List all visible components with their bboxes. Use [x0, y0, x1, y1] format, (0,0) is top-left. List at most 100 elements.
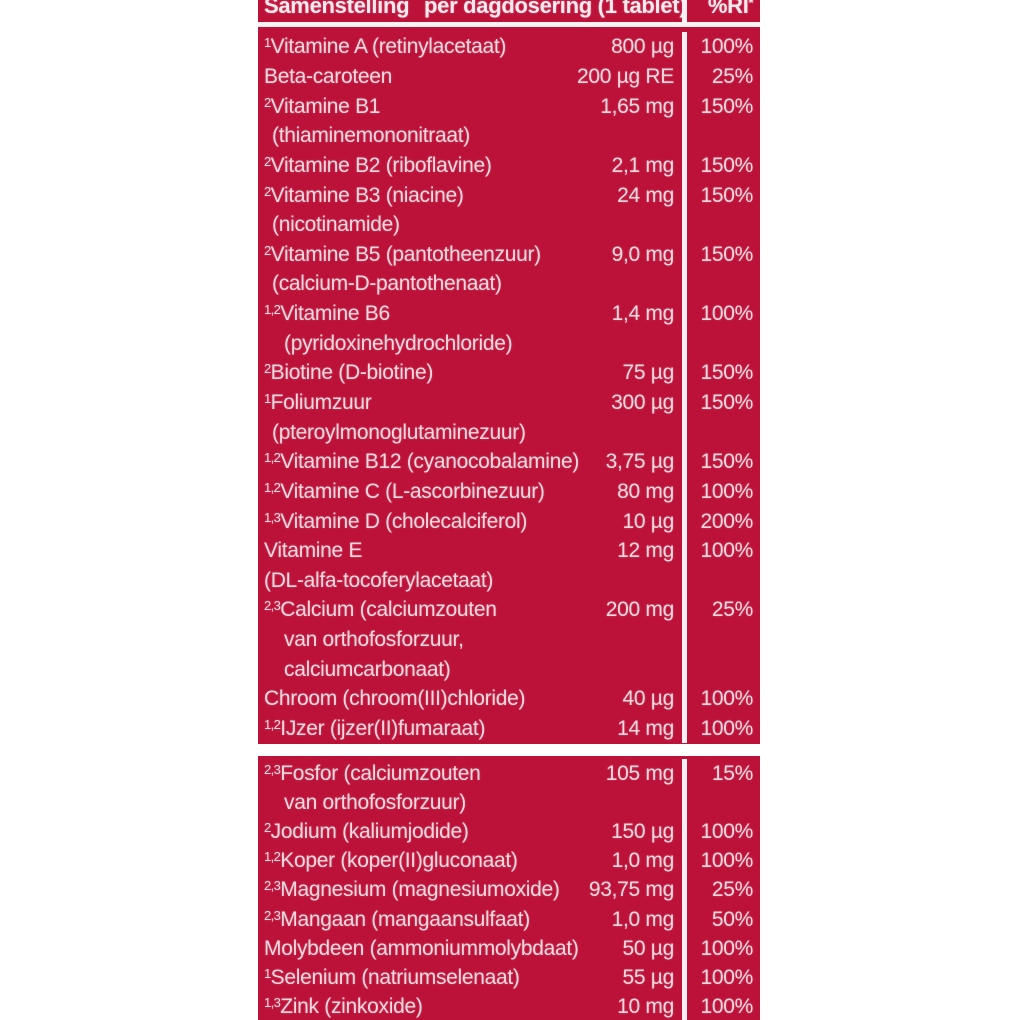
- nutrient-name: (nicotinamide): [272, 213, 400, 237]
- nutrient-ri: 150%: [682, 150, 760, 181]
- nutrient-dose: 800 µg: [611, 35, 674, 59]
- nutrient-name: (DL-alfa-tocoferylacetaat): [264, 568, 494, 592]
- nutrient-row: 2,3Magnesium (magnesiumoxide) 93,75 mg 2…: [258, 875, 760, 905]
- footnote-superscript: 2: [264, 242, 271, 258]
- nutrient-name: 1Selenium (natriumselenaat): [264, 965, 520, 989]
- nutrient-name: 2Jodium (kaliumjodide): [264, 820, 469, 844]
- nutrient-ri: [682, 328, 760, 359]
- nutrient-ri: 25%: [682, 595, 760, 625]
- nutrient-row: (pyridoxinehydrochloride): [258, 328, 760, 359]
- nutrient-name: 1Foliumzuur: [264, 391, 372, 414]
- nutrient-name: 2,3Mangaan (mangaansulfaat): [264, 907, 530, 931]
- nutrient-ri: 150%: [682, 239, 760, 270]
- nutrient-row: 1Vitamine A (retinylacetaat) 800 µg 100%: [258, 32, 760, 62]
- footnote-superscript: 1,2: [264, 717, 281, 733]
- nutrient-dose: 9,0 mg: [611, 242, 675, 266]
- nutrient-dose: 14 mg: [617, 717, 674, 741]
- nutrient-ri: 15%: [682, 759, 760, 789]
- ri-footnote-mark: *: [748, 0, 754, 10]
- nutrient-row: 2Vitamine B2 (riboflavine) 2,1 mg 150%: [258, 150, 760, 181]
- nutrient-name: Beta-caroteen: [264, 64, 393, 88]
- footnote-superscript: 2: [264, 94, 271, 110]
- nutrient-name: 2,3Magnesium (magnesiumoxide): [264, 878, 560, 902]
- nutrient-ri: 25%: [682, 875, 760, 905]
- nutrient-row: 1Foliumzuur 300 µg 150%: [258, 387, 760, 418]
- nutrient-dose: 1,0 mg: [611, 849, 675, 873]
- minerals-rows: 2,3Fosfor (calciumzouten 105 mg 15% van …: [258, 756, 760, 1020]
- column-header-ri: %RI*: [682, 0, 760, 22]
- footnote-superscript: 2,3: [264, 598, 281, 614]
- nutrient-row: 1,2Vitamine B12 (cyanocobalamine) 3,75 µ…: [258, 446, 760, 477]
- nutrient-ri: [682, 209, 760, 240]
- footnote-superscript: 1: [264, 391, 271, 406]
- nutrient-row: Beta-caroteen 200 µg RE 25%: [258, 61, 760, 92]
- nutrient-ri: 150%: [682, 91, 760, 121]
- nutrient-name: 2Biotine (D-biotine): [264, 361, 434, 385]
- nutrient-ri: [682, 565, 760, 596]
- nutrient-row: 1,2Vitamine C (L-ascorbinezuur) 80 mg 10…: [258, 476, 760, 507]
- nutrient-dose: 150 µg: [611, 820, 674, 844]
- nutrient-row: (nicotinamide): [258, 209, 760, 240]
- nutrient-dose: 1,65 mg: [600, 94, 674, 118]
- nutrient-name: Molybdeen (ammoniummolybdaat): [264, 936, 579, 960]
- nutrient-dose: 24 mg: [617, 183, 674, 207]
- column-header-samenstelling: Samenstelling: [264, 0, 410, 18]
- footnote-superscript: 1,3: [264, 994, 281, 1010]
- nutrient-name: 1Vitamine A (retinylacetaat): [264, 35, 507, 59]
- nutrient-row: calciumcarbonaat): [258, 654, 760, 685]
- nutrient-dose: 50 µg: [622, 936, 675, 960]
- nutrient-name: 2,3Calcium (calciumzouten: [264, 598, 497, 622]
- nutrient-ri: [682, 120, 760, 151]
- nutrient-name: 2,3Fosfor (calciumzouten: [264, 762, 481, 786]
- nutrient-row: 2,3Fosfor (calciumzouten 105 mg 15%: [258, 759, 760, 789]
- nutrient-ri: 100%: [682, 846, 760, 876]
- nutrient-ri: 100%: [682, 962, 760, 992]
- table-header: Samenstelling per dagdosering (1 tablet)…: [258, 0, 760, 22]
- nutrient-name: Chroom (chroom(III)chloride): [264, 687, 526, 711]
- nutrient-ri: 100%: [682, 713, 760, 744]
- footnote-superscript: 2,3: [264, 762, 281, 778]
- nutrient-ri: 100%: [682, 32, 760, 62]
- footnote-superscript: 2: [264, 183, 271, 199]
- nutrient-name: (calcium-D-pantothenaat): [272, 272, 502, 296]
- minerals-panel: 2,3Fosfor (calciumzouten 105 mg 15% van …: [258, 756, 760, 1020]
- nutrient-row: Chroom (chroom(III)chloride) 40 µg 100%: [258, 684, 760, 714]
- footnote-superscript: 1: [264, 35, 271, 51]
- footnote-superscript: 2: [264, 820, 271, 836]
- nutrient-row: 1,2Vitamine B6 1,4 mg 100%: [258, 298, 760, 329]
- nutrient-dose: 2,1 mg: [611, 153, 675, 177]
- nutrient-row: (thiaminemononitraat): [258, 120, 760, 151]
- nutrient-row: Vitamine E 12 mg 100%: [258, 535, 760, 566]
- nutrient-name: 1,2Koper (koper(II)gluconaat): [264, 849, 518, 873]
- nutrient-row: (calcium-D-pantothenaat): [258, 269, 760, 299]
- nutrient-name: van orthofosforzuur,: [284, 628, 464, 652]
- nutrient-name: (thiaminemononitraat): [272, 124, 470, 148]
- nutrient-row: 2Vitamine B1 1,65 mg 150%: [258, 91, 760, 121]
- nutrient-name: calciumcarbonaat): [284, 657, 451, 681]
- footnote-superscript: 2: [264, 153, 271, 169]
- nutrient-row: van orthofosforzuur,: [258, 624, 760, 655]
- footnote-superscript: 1,3: [264, 509, 281, 525]
- nutrient-ri: [682, 417, 760, 447]
- nutrient-ri: 100%: [682, 817, 760, 847]
- footnote-superscript: 1,2: [264, 849, 281, 865]
- nutrient-ri: 150%: [682, 446, 760, 477]
- nutrient-ri: 150%: [682, 387, 760, 418]
- footnote-superscript: 1,2: [264, 479, 281, 495]
- nutrient-name: 1,3Zink (zinkoxide): [264, 994, 423, 1018]
- nutrient-dose: 75 µg: [622, 361, 675, 385]
- nutrient-name: 1,2Vitamine B6: [264, 302, 390, 326]
- nutrient-row: 2Vitamine B5 (pantotheenzuur) 9,0 mg 150…: [258, 239, 760, 270]
- nutrient-row: (pteroylmonoglutaminezuur): [258, 417, 760, 447]
- nutrient-name: 1,2IJzer (ijzer(II)fumaraat): [264, 717, 486, 741]
- footnote-superscript: 1,2: [264, 450, 281, 466]
- nutrient-name: 2Vitamine B3 (niacine): [264, 183, 464, 207]
- nutrient-row: 1,2Koper (koper(II)gluconaat) 1,0 mg 100…: [258, 846, 760, 876]
- footnote-superscript: 2,3: [264, 907, 281, 923]
- nutrient-dose: 1,4 mg: [611, 302, 675, 326]
- nutrient-name: (pteroylmonoglutaminezuur): [272, 420, 526, 444]
- nutrient-row: 2,3Mangaan (mangaansulfaat) 1,0 mg 50%: [258, 904, 760, 934]
- nutrient-ri: 200%: [682, 506, 760, 536]
- nutrient-name: 2Vitamine B2 (riboflavine): [264, 153, 492, 177]
